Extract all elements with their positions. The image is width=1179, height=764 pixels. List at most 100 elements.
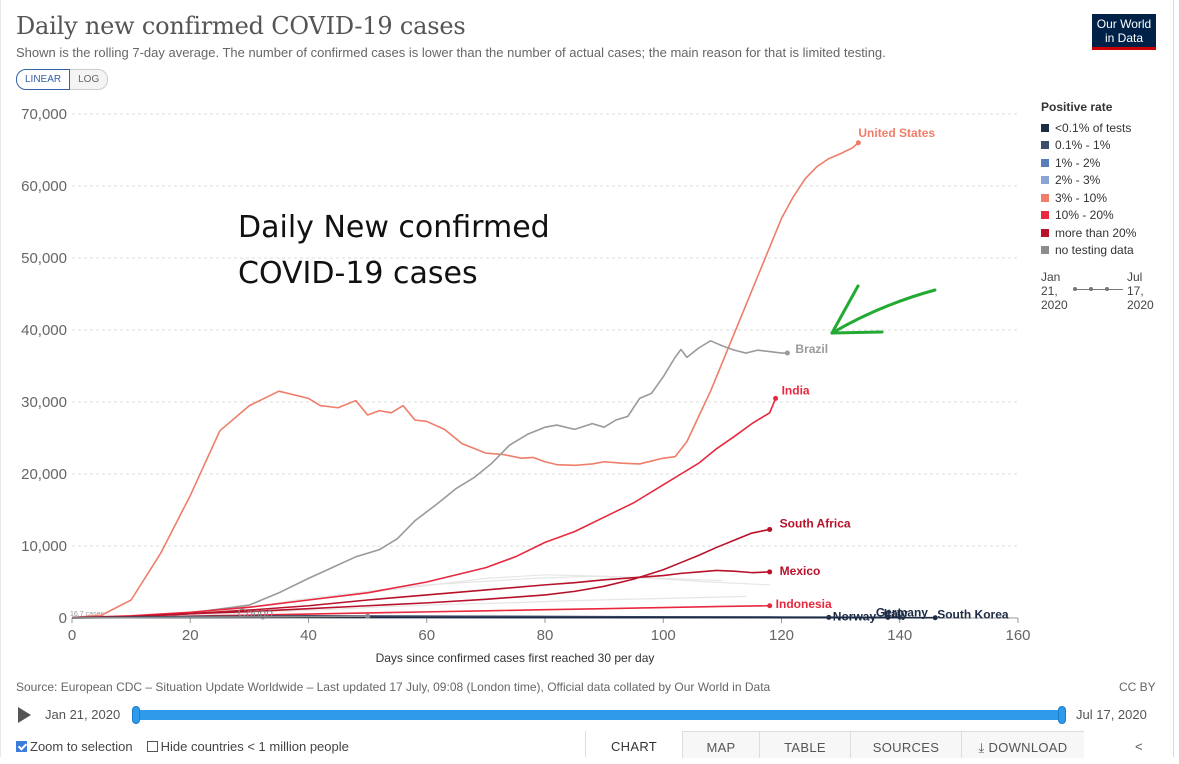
range-start-date: Jan 21, 2020 (1041, 270, 1071, 312)
tab-map[interactable]: MAP (682, 731, 759, 758)
range-end-month: Jul (1127, 270, 1157, 284)
tab-download[interactable]: ⤓ DOWNLOAD (961, 731, 1084, 758)
series-end-marker (767, 603, 772, 608)
legend-item[interactable]: 1% - 2% (1041, 154, 1136, 172)
chart-subtitle: Shown is the rolling 7-day average. The … (16, 45, 886, 60)
hide-countries-label: Hide countries < 1 million people (161, 739, 349, 754)
legend-item[interactable]: 10% - 20% (1041, 207, 1136, 225)
license-link[interactable]: CC BY (1119, 680, 1156, 694)
series-end-marker (767, 569, 772, 574)
owid-logo[interactable]: Our World in Data (1092, 14, 1156, 50)
legend-item[interactable]: 2% - 3% (1041, 172, 1136, 190)
logo-line-1: Our World (1092, 17, 1156, 31)
date-range-indicator: Jan 21, 2020 Jul 17, 2020 (1041, 270, 1161, 315)
share-icon[interactable]: < (1135, 739, 1143, 754)
y-tick-label: 30,000 (21, 394, 67, 411)
range-end-date: Jul 17, 2020 (1127, 270, 1157, 312)
series-line-mexico (72, 570, 770, 617)
annotation-line-1: Daily New confirmed (238, 210, 550, 245)
x-tick-label: 100 (651, 627, 676, 644)
x-tick-label: 20 (182, 627, 199, 644)
x-tick-label: 80 (537, 627, 554, 644)
legend-swatch (1041, 141, 1049, 149)
annotation-line-2: COVID-19 cases (238, 256, 478, 291)
legend-swatch (1041, 211, 1049, 219)
series-label: Brazil (795, 342, 828, 356)
x-axis-label: Days since confirmed cases first reached… (376, 651, 655, 665)
series-label: India (782, 383, 810, 397)
series-label: South Korea (937, 608, 1009, 622)
legend-item[interactable]: no testing data (1041, 242, 1136, 260)
download-label: DOWNLOAD (989, 740, 1068, 755)
legend-label: 2% - 3% (1055, 173, 1100, 187)
range-end-day: 17, (1127, 284, 1157, 298)
annotation-arrow-shaft (832, 290, 935, 333)
timeline-track[interactable] (135, 710, 1063, 720)
y-tick-label: 40,000 (21, 322, 67, 339)
x-tick-label: 120 (769, 627, 794, 644)
series-label: Mexico (780, 564, 821, 578)
tab-sources[interactable]: SOURCES (850, 731, 961, 758)
x-tick-label: 0 (68, 627, 76, 644)
play-icon[interactable] (18, 707, 31, 723)
scale-toggle: LINEAR LOG (16, 69, 108, 90)
x-tick-label: 140 (887, 627, 912, 644)
x-tick-label: 160 (1005, 627, 1030, 644)
timeline-start-label: Jan 21, 2020 (45, 707, 120, 722)
tab-chart[interactable]: CHART (585, 731, 682, 757)
legend-label: 3% - 10% (1055, 191, 1107, 205)
legend-item[interactable]: 3% - 10% (1041, 189, 1136, 207)
legend-swatch (1041, 229, 1049, 237)
legend-label: 10% - 20% (1055, 208, 1114, 222)
series-end-marker (365, 614, 370, 619)
x-tick-label: 60 (418, 627, 435, 644)
tab-table[interactable]: TABLE (759, 731, 850, 758)
x-tick-label: 40 (300, 627, 317, 644)
legend-item[interactable]: more than 20% (1041, 224, 1136, 242)
legend-item[interactable]: 0.1% - 1% (1041, 137, 1136, 155)
y-tick-label: 10,000 (21, 538, 67, 555)
series-end-marker (785, 351, 790, 356)
line-chart: 0 10,000 20,000 30,000 40,000 50,000 60,000 70,… (0, 90, 1035, 670)
chart-tabs: CHART MAP TABLE SOURCES ⤓ DOWNLOAD (585, 731, 1084, 757)
download-icon: ⤓ (979, 740, 985, 755)
series-line-south-africa (72, 529, 770, 617)
range-dot (1073, 287, 1077, 291)
range-start-month: Jan (1041, 270, 1071, 284)
legend-swatch (1041, 176, 1049, 184)
legend-swatch (1041, 124, 1049, 132)
zoom-checkbox[interactable] (16, 741, 27, 752)
series-label: Norway (833, 609, 877, 623)
legend-label: 1% - 2% (1055, 156, 1100, 170)
y-tick-label: 70,000 (21, 106, 67, 123)
range-start-day: 21, (1041, 284, 1071, 298)
hide-countries-checkbox[interactable] (147, 741, 158, 752)
zoom-to-selection-option[interactable]: Zoom to selection (16, 739, 133, 754)
legend-label: more than 20% (1055, 226, 1136, 240)
legend-swatch (1041, 246, 1049, 254)
y-tick-label: 20,000 (21, 466, 67, 483)
hide-small-countries-option[interactable]: Hide countries < 1 million people (147, 739, 349, 754)
series-line-brazil (72, 341, 787, 618)
series-end-marker (773, 396, 778, 401)
range-start-year: 2020 (1041, 298, 1071, 312)
zoom-label: Zoom to selection (30, 739, 133, 754)
series-label: United States (858, 126, 935, 140)
log-scale-button[interactable]: LOG (70, 69, 108, 90)
linear-scale-button[interactable]: LINEAR (16, 69, 70, 90)
range-line (1073, 289, 1123, 290)
series-end-marker (856, 140, 861, 145)
range-dot (1089, 287, 1093, 291)
timeline-start-handle[interactable] (132, 706, 140, 724)
timeline-end-handle[interactable] (1058, 706, 1066, 724)
y-tick-label: 50,000 (21, 250, 67, 267)
chart-title: Daily new confirmed COVID-19 cases (16, 12, 465, 40)
legend-item[interactable]: <0.1% of tests (1041, 119, 1136, 137)
timeline-end-label: Jul 17, 2020 (1076, 707, 1147, 722)
legend-swatch (1041, 159, 1049, 167)
y-tick-label: 60,000 (21, 178, 67, 195)
legend-label: <0.1% of tests (1055, 121, 1131, 135)
source-note: Source: European CDC – Situation Update … (16, 680, 770, 694)
chart-options: Zoom to selection Hide countries < 1 mil… (16, 739, 363, 754)
